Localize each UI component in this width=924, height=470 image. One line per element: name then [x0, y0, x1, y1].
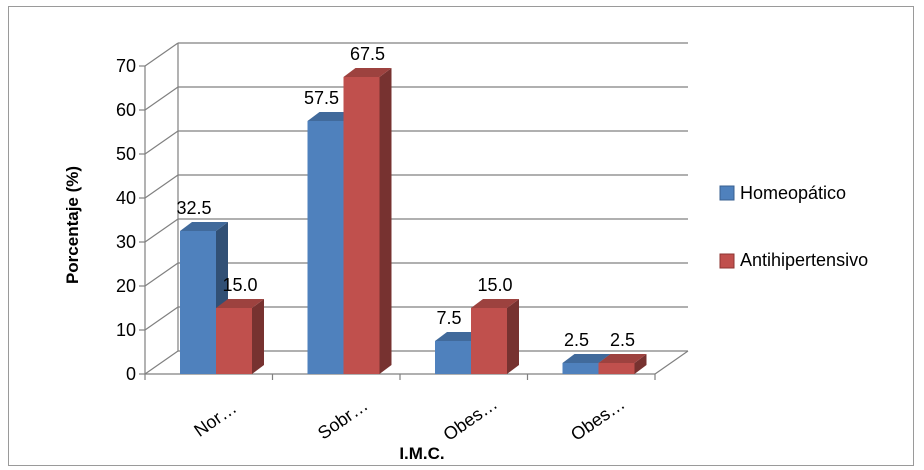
- y-tick-label: 60: [116, 100, 136, 120]
- data-label: 15.0: [477, 275, 512, 295]
- bar: [343, 77, 380, 374]
- data-label: 2.5: [610, 330, 635, 350]
- x-tick-label: Obes…: [440, 393, 501, 444]
- y-tick-labels: 0 10 20 30 40 50 60 70: [116, 56, 136, 384]
- data-label: 67.5: [350, 44, 385, 64]
- x-axis-title: I.M.C.: [399, 444, 444, 463]
- bar-top-face: [180, 222, 228, 231]
- bar-side-face: [379, 68, 392, 374]
- bar-side-face: [252, 299, 264, 374]
- bar: [435, 341, 471, 374]
- bar-top-face: [471, 299, 519, 308]
- y-tick-label: 30: [116, 232, 136, 252]
- legend-label-homeopatico: Homeopático: [740, 183, 846, 203]
- gridline-side: [144, 42, 179, 67]
- bar-side-face: [507, 299, 519, 374]
- gridline-side: [144, 262, 179, 287]
- bar: [471, 308, 507, 374]
- bar: [180, 231, 216, 374]
- y-tick-label: 40: [116, 188, 136, 208]
- gridline-side: [144, 306, 179, 331]
- bar: [307, 121, 344, 374]
- y-tick-label: 10: [116, 320, 136, 340]
- legend-swatch-homeopatico: [719, 185, 735, 201]
- x-tick-label: Sobr…: [314, 395, 371, 444]
- gridline-side: [144, 174, 179, 199]
- x-tick-label: Nor…: [190, 397, 240, 440]
- bar-top-face: [598, 354, 647, 363]
- bar: [598, 363, 635, 374]
- y-tick-label: 50: [116, 144, 136, 164]
- legend: Homeopático Antihipertensivo: [719, 183, 868, 270]
- data-label: 15.0: [222, 275, 257, 295]
- gridline-side: [144, 218, 179, 243]
- data-labels-layer: 32.5 15.0 57.5 67.5 7.5 15.0 2.5 2.5: [176, 44, 635, 350]
- gridline-side: [144, 130, 179, 155]
- chart-frame: [8, 6, 914, 466]
- bar-top-face: [343, 68, 392, 77]
- data-label: 7.5: [436, 308, 461, 328]
- x-tick-label: Obes…: [567, 393, 628, 444]
- y-tick-label: 70: [116, 56, 136, 76]
- legend-swatch-antihipertensivo: [719, 253, 735, 269]
- data-label: 2.5: [564, 330, 589, 350]
- data-label: 57.5: [304, 88, 339, 108]
- y-tick-label: 0: [126, 364, 136, 384]
- x-tick-labels: Nor… Sobr… Obes… Obes…: [190, 393, 628, 444]
- floor-right-edge: [654, 350, 689, 375]
- bar: [562, 363, 599, 374]
- y-tick-label: 20: [116, 276, 136, 296]
- data-label: 32.5: [176, 198, 211, 218]
- gridline-side: [144, 350, 179, 375]
- bar-top-face: [562, 354, 611, 363]
- bars-layer: [180, 68, 647, 374]
- legend-label-antihipertensivo: Antihipertensivo: [740, 250, 868, 270]
- gridline-side: [144, 86, 179, 111]
- y-axis-title: Porcentaje (%): [63, 166, 82, 284]
- bar-top-face: [216, 299, 264, 308]
- bar-side-face: [634, 354, 647, 374]
- bar: [216, 308, 252, 374]
